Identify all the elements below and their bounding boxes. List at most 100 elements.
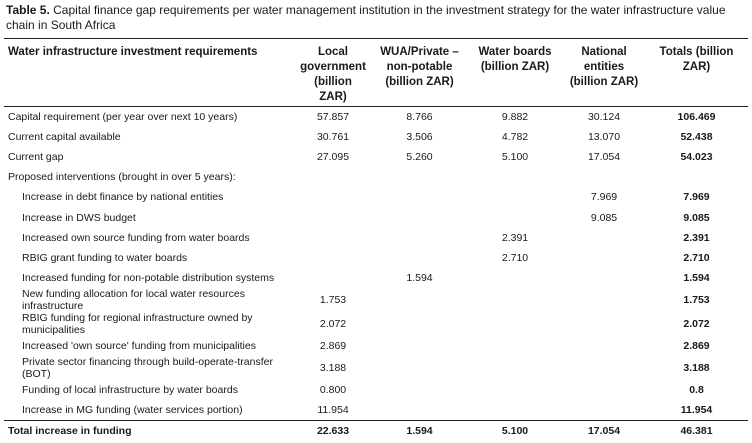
row-label: Proposed interventions (brought in over …	[8, 171, 236, 184]
table-row: Capital requirement (per year over next …	[4, 107, 748, 127]
row-label: RBIG grant funding to water boards	[22, 251, 188, 264]
table-row: Current capital available 30.761 3.506 4.78…	[4, 127, 748, 147]
table-row: Increase in MG funding (water services p…	[4, 401, 748, 421]
empty-cell	[563, 380, 645, 400]
empty-cell	[563, 268, 645, 288]
empty-cell	[372, 167, 467, 187]
cell-value: 30.124	[587, 110, 621, 123]
table-row: Proposed interventions (brought in over …	[4, 167, 748, 187]
cell-value: 17.054	[587, 150, 621, 163]
column-header: WUA/Private – non-potable (billion ZAR)	[372, 38, 467, 107]
empty-cell	[294, 187, 372, 207]
empty-cell	[563, 356, 645, 380]
cell-value: 7.969	[683, 191, 710, 204]
cell-value: 8.766	[406, 110, 433, 123]
column-header: Totals (billion ZAR)	[645, 38, 748, 107]
row-label: Remaining gap	[4, 440, 294, 443]
cell-value: 5.260	[406, 150, 433, 163]
empty-cell	[294, 228, 372, 248]
row-label: Increase in DWS budget	[22, 211, 136, 224]
empty-cell	[467, 356, 563, 380]
empty-cell	[467, 268, 563, 288]
cell-value: 9.882	[501, 110, 529, 123]
empty-cell	[372, 187, 467, 207]
caption-label: Table 5.	[6, 3, 50, 17]
cell-value: 9.085	[590, 211, 618, 224]
row-label: Increased 'own source' funding from muni…	[22, 340, 256, 353]
empty-cell	[294, 268, 372, 288]
empty-cell	[372, 336, 467, 356]
table-row: Increase in DWS budget 9.085 9.085	[4, 207, 748, 227]
table-row: Total increase in funding 22.633 1.594 5.10…	[4, 420, 748, 441]
table-body: Capital requirement (per year over next …	[4, 107, 748, 443]
table: Water infrastructure investment requirem…	[4, 38, 748, 443]
row-label: Increase in debt finance by national ent…	[22, 191, 224, 204]
header-row: Water infrastructure investment requirem…	[4, 38, 748, 107]
cell-value: 2.391	[683, 231, 710, 244]
cell-value: 3.506	[406, 130, 433, 143]
empty-cell	[467, 336, 563, 356]
table-row: New funding allocation for local water r…	[4, 288, 748, 312]
empty-cell	[467, 207, 563, 227]
row-label: New funding allocation for local water r…	[22, 288, 245, 313]
empty-cell	[467, 380, 563, 400]
cell-value: 5.100	[501, 150, 529, 163]
empty-cell	[372, 228, 467, 248]
table-row: Increased own source funding from water …	[4, 228, 748, 248]
cell-value: 0.8	[689, 384, 704, 397]
row-label: RBIG funding for regional infrastructure…	[22, 312, 253, 337]
row-label: Total increase in funding	[4, 420, 294, 441]
empty-cell	[563, 336, 645, 356]
empty-cell	[563, 167, 645, 187]
cell-value: 2.710	[501, 251, 529, 264]
cell-value: 7.650	[645, 440, 748, 443]
cell-value: 30.761	[316, 130, 350, 143]
cell-value: 27.095	[316, 150, 350, 163]
empty-cell	[645, 167, 748, 187]
empty-cell	[372, 288, 467, 312]
cell-value: 3.188	[683, 362, 710, 375]
caption: Table 5. Capital finance gap requirement…	[6, 3, 748, 33]
cell-value: 4.463	[294, 440, 372, 443]
column-header: Water infrastructure investment requirem…	[4, 38, 294, 107]
cell-value: 13.070	[587, 130, 621, 143]
empty-cell	[372, 401, 467, 421]
empty-cell	[372, 380, 467, 400]
empty-cell	[563, 228, 645, 248]
cell-value: 11.954	[317, 404, 349, 417]
cell-value: 0.800	[319, 384, 347, 397]
cell-value: 2.869	[683, 340, 710, 353]
cell-value: 7.969	[590, 191, 618, 204]
cell-value: 2.072	[683, 318, 710, 331]
empty-cell	[467, 187, 563, 207]
row-label: Capital requirement (per year over next …	[8, 110, 238, 123]
row-label: Funding of local infrastructure by water…	[22, 384, 238, 397]
cell-value: 57.857	[316, 110, 350, 123]
cell-value: 52.438	[680, 130, 713, 143]
table-row: Current gap 27.095 5.260 5.100 17.054 54.023	[4, 147, 748, 167]
column-header: Local government (billion ZAR)	[294, 38, 372, 107]
empty-cell	[372, 356, 467, 380]
empty-cell	[467, 288, 563, 312]
cell-value: 54.023	[680, 150, 713, 163]
cell-value: 4.782	[501, 130, 529, 143]
empty-cell	[294, 248, 372, 268]
empty-cell	[467, 401, 563, 421]
table-row: Increased 'own source' funding from muni…	[4, 336, 748, 356]
empty-cell	[372, 207, 467, 227]
empty-cell	[563, 248, 645, 268]
cell-value: 5.100	[467, 420, 563, 441]
cell-value: 46.381	[645, 420, 748, 441]
table-row: RBIG funding for regional infrastructure…	[4, 312, 748, 336]
cell-value: 3.188	[319, 362, 347, 375]
empty-cell	[563, 401, 645, 421]
empty-cell	[372, 248, 467, 268]
cell-value: 22.633	[294, 420, 372, 441]
empty-cell	[467, 312, 563, 336]
cell-value: 1.594	[683, 272, 710, 285]
row-label: Current gap	[8, 150, 64, 163]
row-label: Private sector financing through build-o…	[22, 356, 273, 381]
cell-value: 2.072	[319, 318, 347, 331]
row-label: Increased own source funding from water …	[22, 231, 250, 244]
